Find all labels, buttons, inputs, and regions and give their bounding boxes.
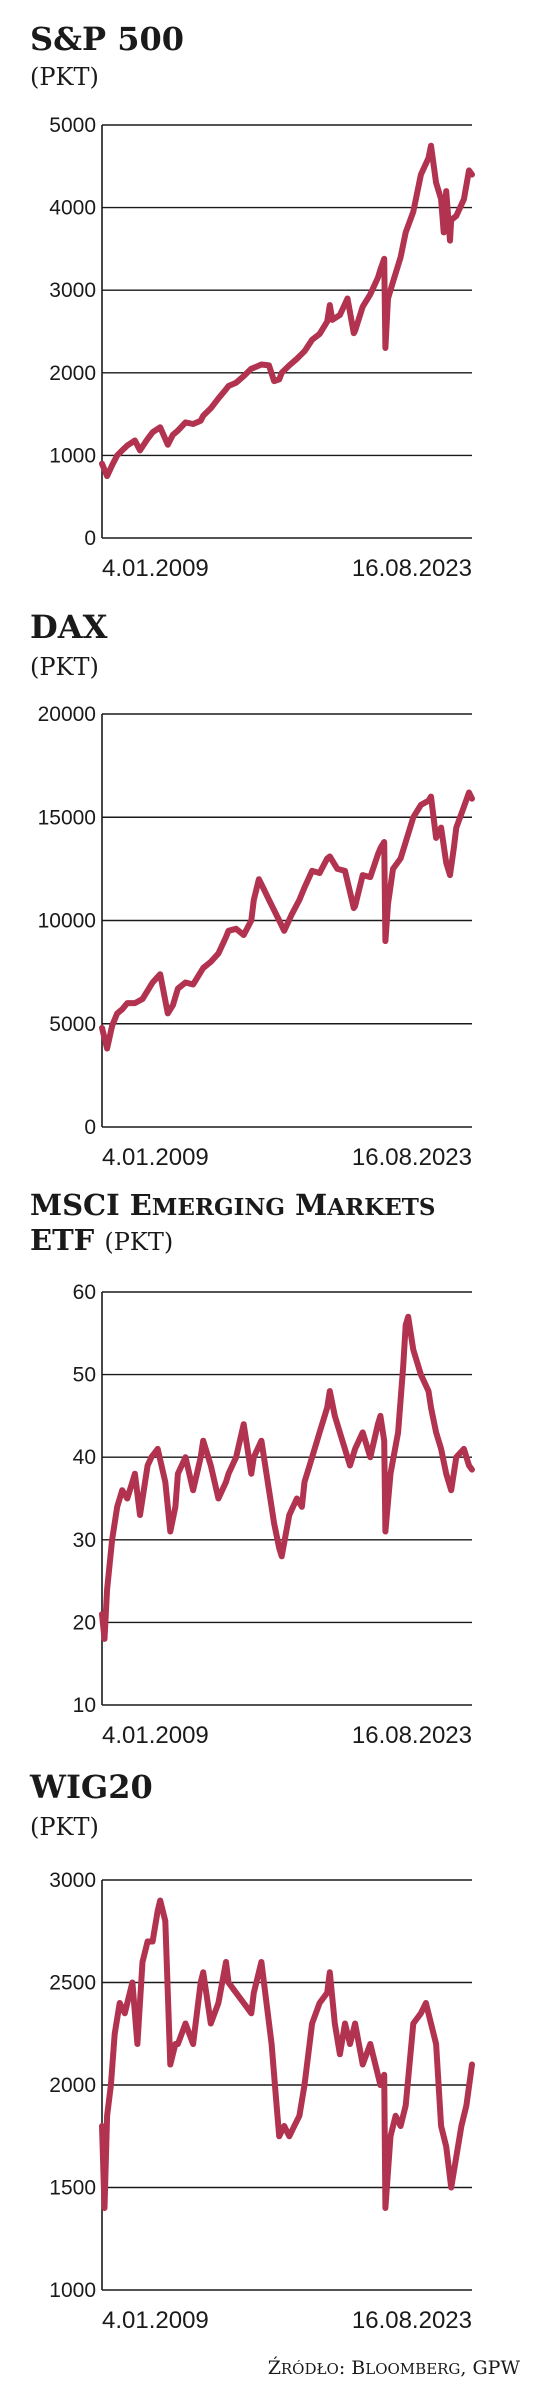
chart-title: MSCI EMERGING MARKETS [30,1188,435,1222]
y-tick-label: 3000 [49,279,96,302]
series-line [99,1313,475,1642]
y-tick-label: 5000 [49,1013,96,1036]
x-tick-label: 4.01.2009 [102,555,209,582]
chart-title: DAX [30,608,108,646]
y-tick-label: 20 [73,1611,96,1634]
chart-plot: 1000 1500 2000 2500 3000 4.01.2009 16.08.2023 [49,1869,475,2334]
x-tick-label: 16.08.2023 [352,2307,472,2334]
chart-title: ETF (PKT) [30,1223,173,1257]
chart-title: WIG20 [29,1768,153,1806]
series-line [99,789,475,1052]
series-line [99,142,475,480]
y-tick-label: 40 [73,1446,96,1469]
chart-panel: WIG20 (PKT) 1000 1500 2000 2500 3000 4.01.200… [29,1768,475,2334]
y-tick-label: 0 [84,1116,96,1139]
source-note: ŹRÓDŁO: BLOOMBERG, GPW [268,2356,521,2379]
x-tick-label: 16.08.2023 [352,1722,472,1749]
chart-title: S&P 500 [30,20,184,58]
x-tick-label: 16.08.2023 [352,555,472,582]
y-tick-label: 20000 [38,703,96,726]
y-tick-label: 1000 [49,2279,96,2302]
y-tick-label: 2000 [49,362,96,385]
x-tick-label: 4.01.2009 [102,2307,209,2334]
x-tick-label: 4.01.2009 [102,1722,209,1749]
chart-unit: (PKT) [30,63,99,91]
series-line [99,1897,475,2211]
chart-panel: DAX (PKT) 0 5000 10000 15000 20000 4.01.2009 1… [30,608,475,1171]
y-tick-label: 60 [73,1281,96,1304]
chart-unit: (PKT) [104,1228,173,1256]
chart-plot: 0 5000 10000 15000 20000 4.01.2009 16.08.2023 [38,703,475,1171]
chart-plot: 10 20 30 40 50 60 4.01.2009 16.08.2023 [73,1281,475,1749]
y-tick-label: 0 [84,527,96,550]
chart-unit: (PKT) [30,653,99,681]
y-tick-label: 1500 [49,2177,96,2200]
y-tick-label: 3000 [49,1869,96,1892]
y-tick-label: 10 [73,1694,96,1717]
chart-panel: MSCI EMERGING MARKETS ETF (PKT) 10 20 30 40… [30,1188,475,1749]
y-tick-label: 5000 [49,114,96,137]
chart-panel: S&P 500 (PKT) 0 1000 2000 3000 4000 5000 4.01.… [30,20,475,582]
y-tick-label: 50 [73,1364,96,1387]
y-tick-label: 30 [73,1529,96,1552]
y-tick-label: 2000 [49,2074,96,2097]
y-tick-label: 1000 [49,444,96,467]
y-tick-label: 10000 [38,910,96,933]
y-tick-label: 15000 [38,806,96,829]
y-tick-label: 4000 [49,197,96,220]
chart-plot: 0 1000 2000 3000 4000 5000 4.01.2009 16.08.2023 [49,114,475,582]
x-tick-label: 16.08.2023 [352,1144,472,1171]
chart-unit: (PKT) [30,1813,99,1841]
y-tick-label: 2500 [49,1972,96,1995]
x-tick-label: 4.01.2009 [102,1144,209,1171]
